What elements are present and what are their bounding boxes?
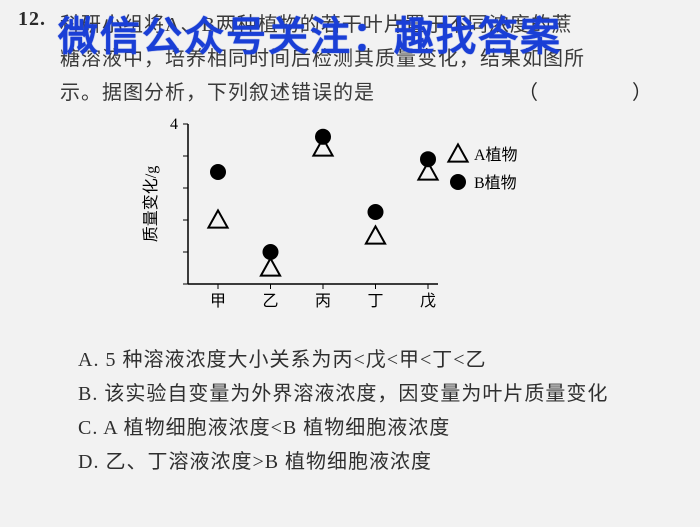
svg-text:甲: 甲 xyxy=(210,293,226,310)
options-list: A. 5 种溶液浓度大小关系为丙<戊<甲<丁<乙 B. 该实验自变量为外界溶液浓… xyxy=(78,344,682,478)
chart-container: 4 质量变化/g 甲 乙 丙 丁 戊 A植物 B植物 xyxy=(138,116,682,336)
svg-text:A植物: A植物 xyxy=(474,146,518,164)
option-d: D. 乙、丁溶液浓度>B 植物细胞液浓度 xyxy=(78,446,682,478)
question-number: 12. xyxy=(18,8,46,31)
question-block: 12. 科研小组将A、B两种植物的若干叶片置于不同浓度的蔗 糖溶液中，培养相同时… xyxy=(0,0,700,527)
svg-text:戊: 戊 xyxy=(420,292,436,310)
answer-blank: （ ） xyxy=(518,76,670,105)
svg-text:丁: 丁 xyxy=(367,293,383,310)
option-c: C. A 植物细胞液浓度<B 植物细胞液浓度 xyxy=(78,412,682,444)
stem-line-2: 糖溶液中，培养相同时间后检测其质量变化，结果如图所 xyxy=(60,42,682,76)
svg-text:B植物: B植物 xyxy=(474,174,517,192)
svg-text:乙: 乙 xyxy=(262,293,278,310)
svg-text:质量变化/g: 质量变化/g xyxy=(142,166,160,242)
scatter-chart: 4 质量变化/g 甲 乙 丙 丁 戊 A植物 B植物 xyxy=(138,116,598,336)
stem-line-1: 科研小组将A、B两种植物的若干叶片置于不同浓度的蔗 xyxy=(60,8,682,42)
svg-text:4: 4 xyxy=(170,116,178,133)
option-a: A. 5 种溶液浓度大小关系为丙<戊<甲<丁<乙 xyxy=(78,344,682,376)
svg-text:丙: 丙 xyxy=(315,293,331,310)
option-b: B. 该实验自变量为外界溶液浓度，因变量为叶片质量变化 xyxy=(78,378,682,410)
